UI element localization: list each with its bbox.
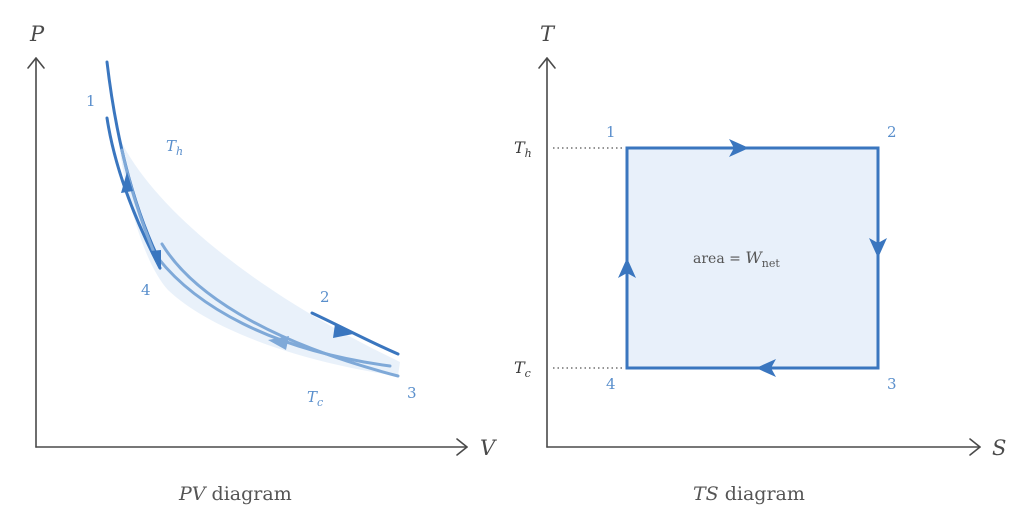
ts-point-1: 1	[606, 123, 616, 141]
pv-arrow-right	[333, 324, 353, 338]
pv-curve-2-3	[310, 311, 400, 356]
pv-y-axis-label: P	[29, 22, 45, 46]
pv-caption: PV diagram	[178, 483, 292, 505]
pv-arrow-up	[121, 172, 133, 193]
ts-caption: TS diagram	[693, 483, 805, 505]
pv-x-axis-arrowhead	[456, 438, 468, 456]
pv-cold-isotherm-inner	[156, 256, 392, 368]
ts-x-axis-arrowhead	[969, 438, 981, 456]
ts-arrow-top	[729, 139, 749, 157]
pv-shaded-region	[118, 135, 400, 376]
ts-diagram: T S 1 2 3 4 Th Tc area = Wnet TS diagram	[514, 22, 1006, 505]
ts-arrow-bottom	[756, 359, 776, 377]
pv-diagram: P V 1 2 3 4 Th Tc PV diagram	[27, 22, 497, 505]
pv-point-1: 1	[86, 92, 96, 110]
ts-arrow-right	[869, 238, 887, 258]
pv-point-2: 2	[320, 288, 330, 306]
pv-point-4: 4	[141, 281, 151, 299]
ts-y-axis-label: T	[540, 22, 556, 46]
pv-y-axis-arrowhead	[27, 57, 45, 69]
pv-arrow-left	[268, 336, 289, 350]
pv-cold-isotherm	[160, 242, 400, 378]
ts-point-3: 3	[887, 375, 897, 393]
pv-th-label: Th	[166, 137, 183, 158]
pv-tc-label: Tc	[307, 388, 323, 409]
ts-th-label: Th	[514, 138, 532, 160]
ts-point-2: 2	[887, 123, 897, 141]
ts-area-label: area = Wnet	[693, 248, 780, 270]
pv-x-axis-label: V	[480, 436, 497, 460]
ts-tc-label: Tc	[514, 358, 531, 380]
ts-y-axis-arrowhead	[538, 57, 556, 69]
ts-x-axis-label: S	[992, 436, 1006, 460]
pv-arrow-down	[150, 250, 161, 270]
pv-point-3: 3	[407, 384, 417, 402]
pv-curve-4-1-light	[120, 148, 160, 264]
ts-arrow-left	[618, 258, 636, 278]
ts-point-4: 4	[606, 375, 616, 393]
